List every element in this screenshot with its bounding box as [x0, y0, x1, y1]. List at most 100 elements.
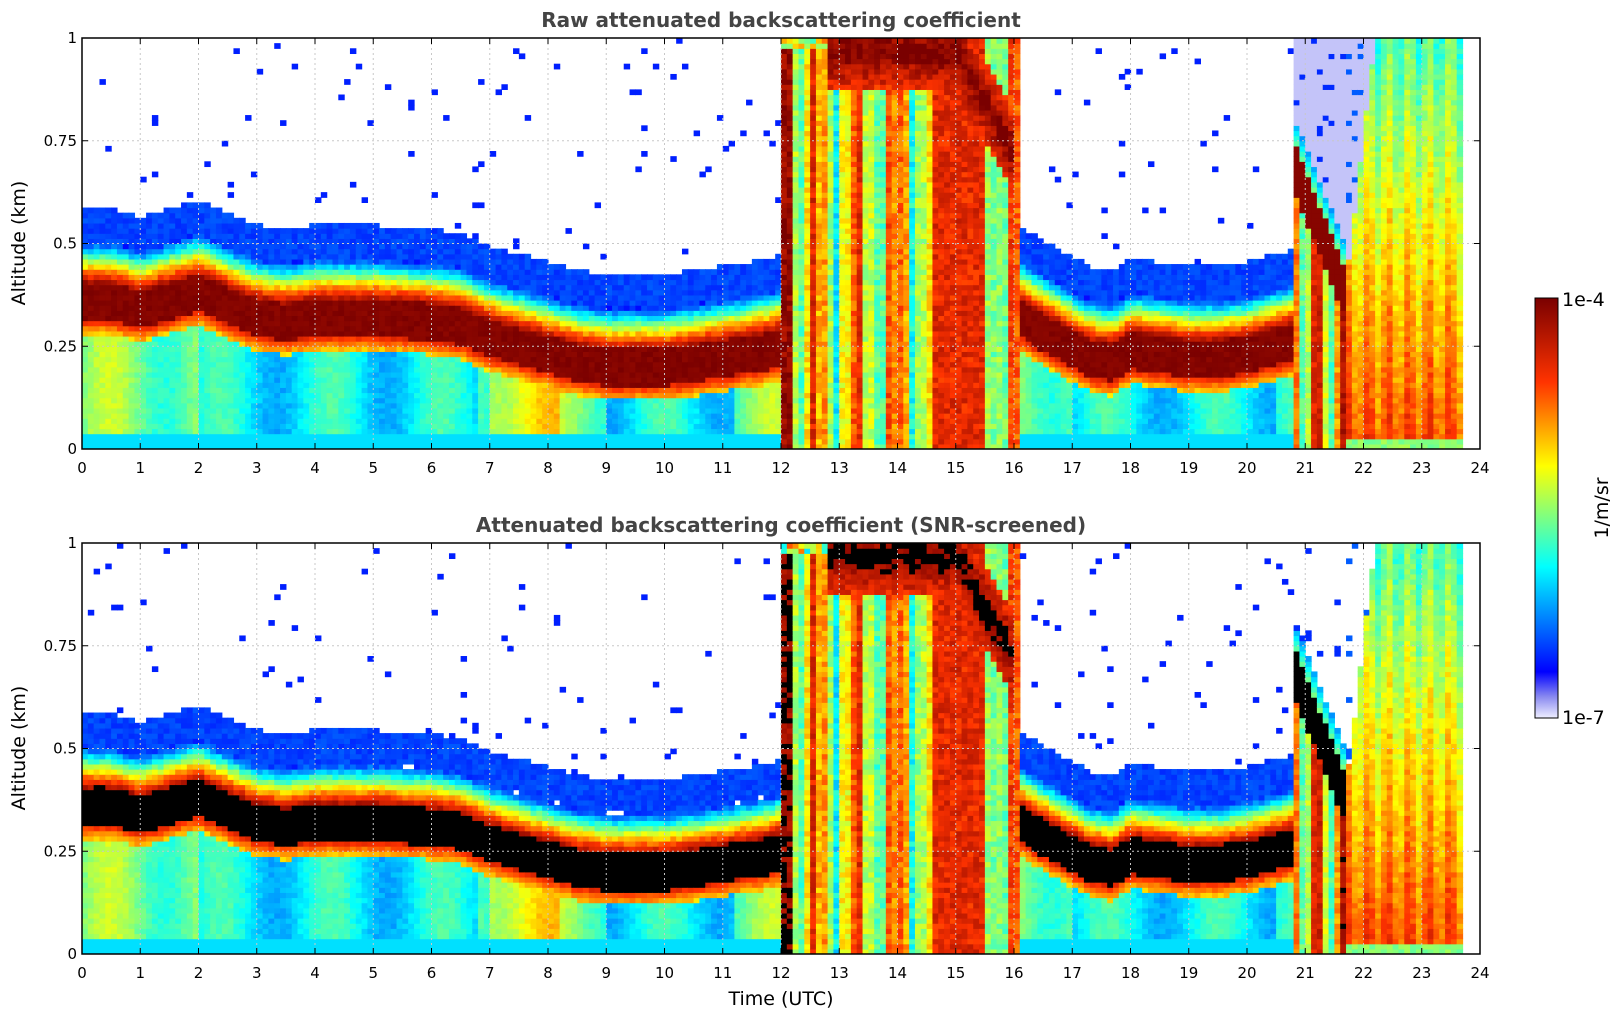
heatmap-cell — [553, 300, 561, 306]
heatmap-cell — [256, 300, 264, 306]
heatmap-cell — [181, 264, 188, 270]
heatmap-cell — [647, 377, 654, 383]
heatmap-cell — [641, 310, 648, 317]
heatmap-cell — [181, 346, 188, 352]
heatmap-cell — [513, 361, 520, 368]
heatmap-cell — [693, 371, 701, 378]
heatmap-cell — [705, 284, 712, 291]
heatmap-cell — [285, 253, 293, 260]
heatmap-cell — [262, 305, 269, 311]
heatmap-cell — [664, 366, 671, 373]
heatmap-cell — [425, 248, 433, 255]
heatmap-cell — [315, 310, 322, 317]
heatmap-cell — [82, 294, 89, 301]
heatmap-cell — [326, 264, 334, 270]
heatmap-cell — [553, 443, 561, 449]
heatmap-cell — [349, 397, 357, 404]
heatmap-cell — [635, 274, 642, 281]
heatmap-cell — [705, 361, 712, 368]
heatmap-cell — [122, 325, 130, 332]
heatmap-cell — [769, 346, 776, 352]
heatmap-cell — [146, 320, 153, 327]
heatmap-cell — [489, 151, 497, 157]
heatmap-cell — [291, 279, 299, 286]
heatmap-cell — [536, 264, 543, 270]
heatmap-cell — [204, 207, 211, 214]
heatmap-cell — [454, 264, 462, 270]
heatmap-cell — [757, 300, 765, 306]
heatmap-cell — [256, 305, 264, 311]
heatmap-cell — [105, 413, 112, 419]
heatmap-cell — [338, 346, 345, 352]
heatmap-cell — [280, 248, 287, 255]
heatmap-cell — [408, 356, 415, 363]
heatmap-cell — [612, 371, 619, 378]
heatmap-cell — [151, 325, 159, 332]
heatmap-cell — [751, 264, 759, 270]
heatmap-cell — [245, 418, 252, 424]
heatmap-cell — [454, 325, 462, 332]
heatmap-cell — [309, 423, 316, 430]
heatmap-cell — [443, 361, 450, 368]
heatmap-cell — [297, 279, 304, 286]
heatmap-cell — [338, 228, 345, 234]
heatmap-cell — [151, 428, 159, 435]
heatmap-cell — [478, 356, 485, 363]
heatmap-cell — [332, 274, 339, 281]
heatmap-cell — [577, 433, 584, 440]
heatmap-cell — [553, 392, 561, 399]
heatmap-cell — [134, 305, 141, 311]
heatmap-cell — [338, 279, 345, 286]
heatmap-cell — [105, 335, 112, 342]
heatmap-cell — [472, 264, 479, 270]
heatmap-cell — [734, 407, 741, 414]
heatmap-cell — [210, 361, 217, 368]
heatmap-cell — [181, 413, 188, 419]
heatmap-cell — [408, 269, 415, 275]
heatmap-cell — [146, 212, 153, 219]
heatmap-cell — [705, 443, 712, 449]
heatmap-cell — [443, 274, 450, 281]
heatmap-cell — [542, 377, 549, 383]
heatmap-cell — [431, 253, 438, 260]
heatmap-cell — [338, 351, 345, 358]
heatmap-cell — [303, 351, 310, 358]
heatmap-cell — [623, 325, 631, 332]
heatmap-cell — [443, 356, 450, 363]
heatmap-cell — [285, 351, 293, 358]
heatmap-cell — [367, 418, 374, 424]
heatmap-cell — [635, 279, 642, 286]
heatmap-cell — [612, 330, 619, 337]
heatmap-cell — [82, 387, 89, 394]
heatmap-cell — [111, 258, 118, 265]
heatmap-cell — [553, 371, 561, 378]
heatmap-cell — [419, 284, 427, 291]
heatmap-cell — [349, 366, 357, 373]
heatmap-cell — [553, 382, 561, 388]
heatmap-cell — [250, 413, 258, 419]
heatmap-cell — [582, 269, 590, 275]
heatmap-cell — [140, 310, 147, 317]
heatmap-cell — [431, 238, 438, 245]
heatmap-cell — [105, 418, 112, 424]
heatmap-cell — [408, 315, 415, 322]
heatmap-cell — [425, 335, 433, 342]
heatmap-cell — [623, 274, 631, 281]
heatmap-cell — [82, 274, 89, 281]
heatmap-cell — [151, 402, 159, 409]
heatmap-cell — [186, 269, 194, 275]
heatmap-cell — [530, 418, 537, 424]
heatmap-cell — [181, 212, 188, 219]
heatmap-cell — [757, 346, 765, 352]
heatmap-cell — [338, 233, 345, 239]
heatmap-cell — [408, 238, 415, 245]
heatmap-cell — [396, 289, 403, 296]
heatmap-cell — [326, 392, 334, 399]
heatmap-cell — [419, 371, 427, 378]
heatmap-cell — [775, 433, 782, 440]
heatmap-cell — [582, 356, 590, 363]
heatmap-cell — [641, 279, 648, 286]
heatmap-cell — [478, 346, 485, 352]
heatmap-cell — [670, 361, 677, 368]
heatmap-cell — [297, 341, 304, 347]
